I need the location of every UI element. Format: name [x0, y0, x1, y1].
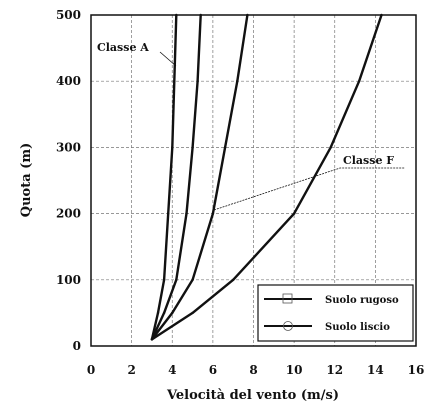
series-layer: [150, 13, 383, 341]
x-tick-label: 10: [286, 363, 303, 377]
data-point: [173, 80, 176, 83]
data-point: [156, 311, 160, 315]
data-point: [185, 212, 188, 215]
x-tick-label: 6: [209, 363, 217, 377]
annotation-leader-f: [213, 167, 405, 211]
data-point: [211, 212, 215, 215]
data-point: [380, 13, 383, 17]
x-axis-title: Velocità del vento (m/s): [166, 388, 339, 403]
x-tick-label: 2: [127, 363, 135, 377]
y-tick-label: 100: [56, 273, 81, 287]
x-tick-labels: 0 2 4 6 8 10 12 14 16: [87, 363, 425, 377]
data-point: [166, 212, 170, 215]
data-point: [162, 278, 166, 281]
data-point: [171, 146, 174, 149]
plot-frame: [90, 14, 417, 347]
y-tick-label: 500: [56, 8, 81, 22]
y-tick-label: 300: [56, 140, 81, 154]
data-point: [223, 146, 227, 149]
data-point: [175, 278, 178, 281]
annotation-classe-a: Classe A: [97, 41, 149, 54]
data-point: [292, 212, 296, 215]
legend: Suolo rugoso Suolo liscio: [257, 284, 414, 342]
x-tick-label: 0: [87, 363, 95, 377]
annotation-leader-a: [159, 51, 177, 67]
data-point: [162, 311, 166, 315]
data-point: [357, 80, 361, 83]
x-tick-label: 14: [367, 363, 384, 377]
legend-marker-square: [282, 293, 293, 304]
data-point: [175, 13, 178, 17]
legend-label-liscio: Suolo liscio: [325, 322, 390, 333]
data-point: [191, 278, 194, 281]
data-point: [236, 80, 239, 83]
data-point: [329, 146, 332, 149]
data-point: [196, 80, 199, 83]
y-axis-title: Quota (m): [19, 143, 34, 217]
data-point: [191, 146, 194, 149]
data-point: [199, 13, 202, 17]
x-tick-label: 12: [326, 363, 343, 377]
y-tick-label: 200: [56, 207, 81, 221]
x-tick-label: 4: [168, 363, 176, 377]
series-line-3: [150, 14, 249, 341]
y-tick-label: 400: [56, 74, 81, 88]
data-point: [150, 338, 154, 341]
x-tick-label: 8: [249, 363, 257, 377]
x-tick-label: 16: [408, 363, 425, 377]
legend-label-rugoso: Suolo rugoso: [325, 295, 399, 306]
series-line-2: [150, 14, 202, 340]
data-point: [171, 311, 174, 315]
legend-marker-circle: [283, 321, 293, 331]
annotation-classe-f: Classe F: [343, 154, 394, 167]
data-point: [191, 311, 194, 315]
data-point: [231, 278, 235, 281]
y-tick-label: 0: [73, 339, 81, 353]
data-point: [246, 13, 249, 17]
y-tick-labels: 0 100 200 300 400 500: [56, 8, 81, 353]
